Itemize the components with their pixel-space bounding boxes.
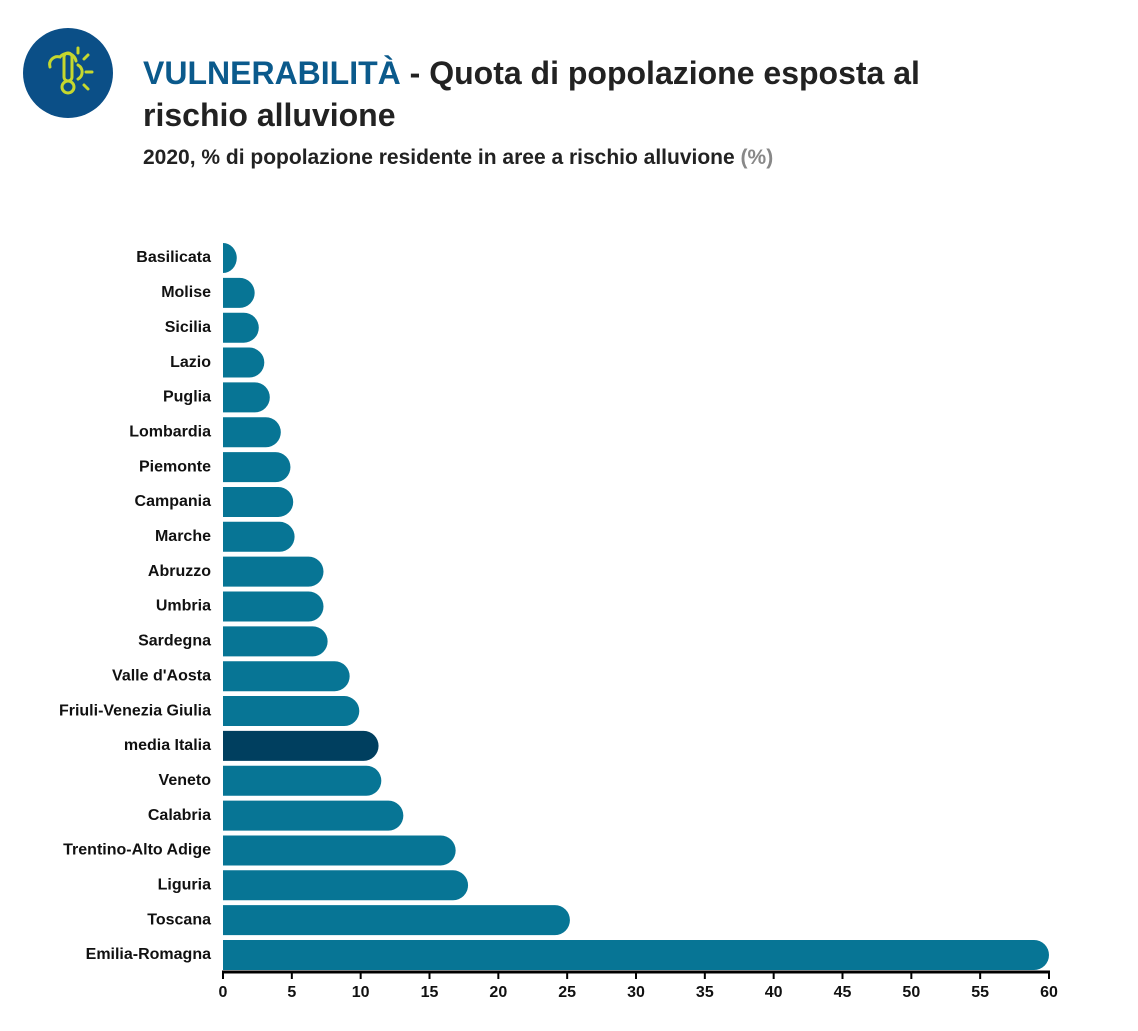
y-tick-label: Lombardia: [129, 423, 211, 440]
bar: [223, 905, 570, 936]
bar: [223, 486, 294, 517]
y-tick-label: Marche: [155, 528, 211, 545]
y-tick-label: Molise: [161, 284, 211, 301]
bar: [223, 556, 324, 587]
x-tick-label: 45: [834, 984, 852, 1001]
x-tick-label: 60: [1040, 984, 1058, 1001]
title-text: - Quota di popolazione esposta al rischi…: [143, 55, 920, 133]
y-tick-label: Friuli-Venezia Giulia: [59, 702, 211, 719]
title-highlight: VULNERABILITÀ: [143, 55, 401, 91]
bar: [223, 626, 328, 657]
x-tick-label: 40: [765, 984, 783, 1001]
x-tick-label: 25: [558, 984, 576, 1001]
y-tick-label: Piemonte: [139, 458, 211, 475]
x-tick-label: 0: [219, 984, 228, 1001]
bar: [223, 835, 456, 866]
y-tick-label: Sardegna: [138, 633, 211, 650]
chart-title: VULNERABILITÀ - Quota di popolazione esp…: [143, 52, 1023, 136]
y-tick-label: Umbria: [156, 598, 211, 615]
bar: [223, 312, 259, 343]
icon: [23, 28, 113, 118]
y-tick-label: Emilia-Romagna: [86, 946, 211, 963]
bar: [223, 347, 265, 378]
x-tick-label: 15: [421, 984, 439, 1001]
bar: [223, 696, 360, 727]
bar: [223, 277, 255, 308]
x-tick-label: 10: [352, 984, 370, 1001]
y-tick-label: Liguria: [158, 877, 211, 894]
bar: [223, 800, 404, 831]
y-tick-label: Trentino-Alto Adige: [63, 842, 211, 859]
x-tick-label: 35: [696, 984, 714, 1001]
chart-subtitle: 2020, % di popolazione residente in aree…: [143, 146, 773, 170]
bar: [223, 243, 237, 273]
bar: [223, 765, 382, 796]
y-tick-label: Abruzzo: [148, 563, 211, 580]
bar: [223, 452, 291, 483]
bar: [223, 940, 1049, 970]
y-tick-label: Sicilia: [165, 319, 211, 336]
y-tick-label: Campania: [135, 493, 212, 510]
bar: [223, 382, 270, 413]
y-tick-label: Valle d'Aosta: [112, 667, 211, 684]
y-tick-label: Calabria: [148, 807, 211, 824]
subtitle-unit: (%): [740, 146, 774, 169]
y-tick-label: Puglia: [163, 389, 211, 406]
y-tick-label: Veneto: [159, 772, 212, 789]
subtitle-text: 2020, % di popolazione residente in aree…: [143, 146, 735, 169]
bar: [223, 417, 281, 448]
x-tick-label: 50: [902, 984, 920, 1001]
bar: [223, 521, 295, 552]
x-tick-label: 55: [971, 984, 989, 1001]
x-tick-label: 5: [287, 984, 296, 1001]
x-tick-label: 20: [489, 984, 507, 1001]
bar: [223, 661, 350, 692]
x-tick-label: 30: [627, 984, 645, 1001]
y-tick-label: Lazio: [170, 354, 211, 371]
bar: [223, 591, 324, 622]
bar: [223, 730, 379, 761]
y-tick-label: Basilicata: [136, 249, 211, 266]
y-tick-label: Toscana: [147, 911, 211, 928]
y-tick-label: media Italia: [124, 737, 211, 754]
bar: [223, 870, 469, 901]
